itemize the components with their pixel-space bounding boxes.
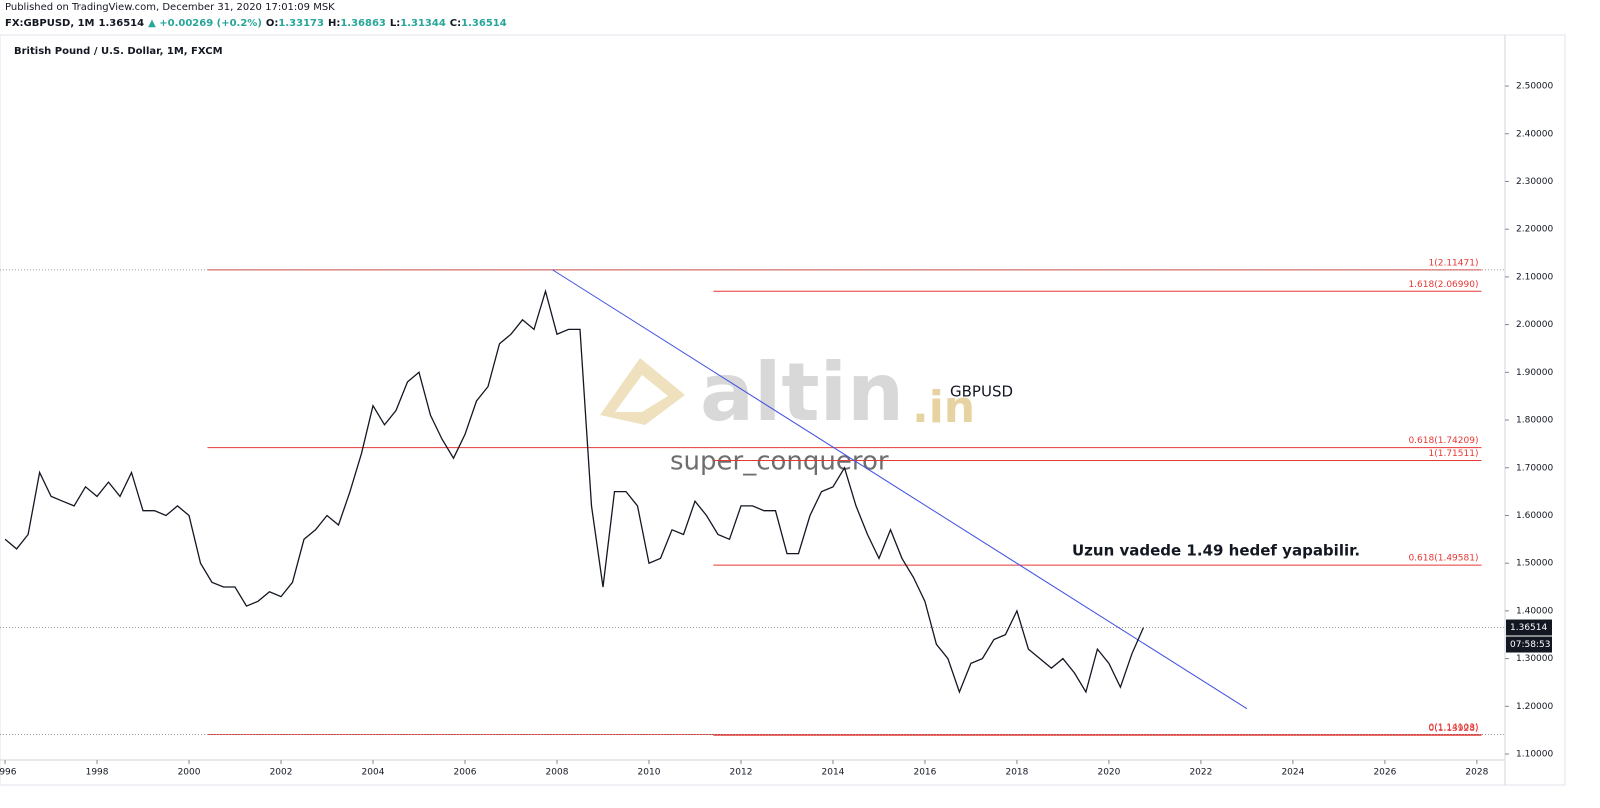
ohlc-label: H:	[328, 18, 340, 29]
fib-label: 1.618(2.06990)	[1408, 280, 1478, 290]
ohlc-label: L:	[390, 18, 400, 29]
watermark-logo	[600, 358, 685, 425]
symbol: FX:GBPUSD, 1M	[5, 18, 95, 29]
chart-frame	[0, 34, 1566, 786]
countdown: 07:58:53	[1510, 640, 1550, 650]
ohlc-value: 1.31344	[400, 18, 446, 29]
fib-label: 0(1.14103)	[1429, 723, 1479, 733]
y-tick-label: 1.60000	[1516, 511, 1553, 521]
y-tick-label: 2.40000	[1516, 129, 1553, 139]
annotation: GBPUSD	[950, 383, 1013, 401]
x-tick-label: 2010	[638, 768, 661, 778]
fib-label: 0.618(1.74209)	[1408, 436, 1478, 446]
y-tick-label: 1.70000	[1516, 463, 1553, 473]
y-tick-label: 1.10000	[1516, 750, 1553, 760]
chart-title: British Pound / U.S. Dollar, 1M, FXCM	[14, 46, 223, 57]
x-tick-label: 2000	[178, 768, 201, 778]
x-tick-label: 1998	[86, 768, 109, 778]
fib-label: 1(1.71511)	[1429, 449, 1479, 459]
fib-label: 0.618(1.49581)	[1408, 554, 1478, 564]
y-tick-label: 1.40000	[1516, 606, 1553, 616]
x-tick-label: 2002	[270, 768, 293, 778]
x-tick-label: 2016	[913, 768, 936, 778]
ohlc-value: 1.36863	[340, 18, 386, 29]
x-tick-label: 2008	[546, 768, 569, 778]
y-tick-label: 2.20000	[1516, 225, 1553, 235]
ohlc-value: 1.33173	[278, 18, 324, 29]
x-tick-label: 1996	[0, 768, 17, 778]
x-tick-label: 2018	[1005, 768, 1028, 778]
last-price-box	[1506, 619, 1552, 636]
annotation: super_conqueror	[670, 447, 889, 477]
y-tick-label: 1.80000	[1516, 416, 1553, 426]
ohlc-value: 1.36514	[461, 18, 507, 29]
fib-label: 1(2.11471)	[1429, 258, 1479, 268]
x-tick-label: 2028	[1465, 768, 1488, 778]
x-tick-label: 2004	[362, 768, 385, 778]
symbol-line: FX:GBPUSD, 1M 1.36514 ▲ +0.00269 (+0.2%) O:…	[5, 18, 507, 29]
change: ▲ +0.00269 (+0.2%)	[148, 18, 262, 29]
x-tick-label: 2006	[454, 768, 477, 778]
trend-line	[552, 269, 1248, 710]
x-tick-label: 2020	[1097, 768, 1120, 778]
y-tick-label: 1.30000	[1516, 654, 1553, 664]
ohlc-label: C:	[450, 18, 461, 29]
x-tick-label: 2026	[1373, 768, 1396, 778]
published: Published on TradingView.com, December 3…	[5, 2, 335, 13]
y-tick-label: 1.50000	[1516, 559, 1553, 569]
ohlc-label: O:	[266, 18, 279, 29]
x-tick-label: 2022	[1189, 768, 1212, 778]
watermark: altin	[700, 346, 904, 439]
annotation: Uzun vadede 1.49 hedef yapabilir.	[1072, 542, 1360, 560]
y-tick-label: 2.30000	[1516, 177, 1553, 187]
x-tick-label: 2012	[730, 768, 753, 778]
countdown-box	[1506, 636, 1552, 653]
y-tick-label: 2.50000	[1516, 82, 1553, 92]
y-tick-label: 2.00000	[1516, 320, 1553, 330]
y-tick-label: 2.10000	[1516, 272, 1553, 282]
y-tick-label: 1.90000	[1516, 368, 1553, 378]
fib-label: 0(1.13928)	[1429, 724, 1479, 734]
last-price: 1.36514	[1510, 623, 1547, 633]
x-tick-label: 2014	[822, 768, 845, 778]
y-tick-label: 1.20000	[1516, 702, 1553, 712]
price: 1.36514	[99, 18, 145, 29]
x-tick-label: 2024	[1281, 768, 1304, 778]
watermark-suffix: .in	[912, 382, 975, 433]
price-line	[4, 288, 1144, 694]
